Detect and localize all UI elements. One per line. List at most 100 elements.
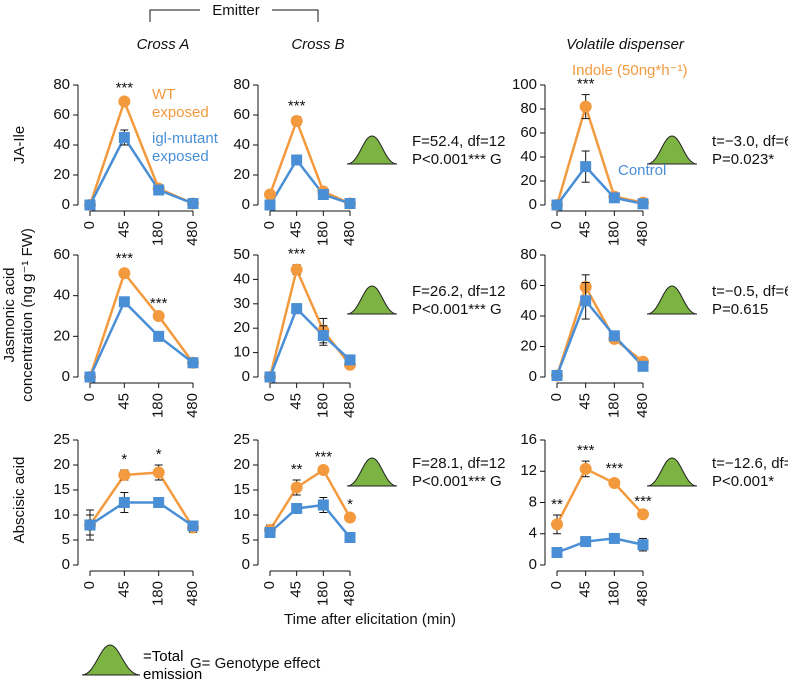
stats-text: t=−3.0, df=6 <box>712 133 788 150</box>
y-tick-label: 40 <box>53 136 70 153</box>
column-title: Cross B <box>291 36 344 53</box>
series-line <box>555 283 644 376</box>
y-tick-label: 0 <box>529 556 537 573</box>
y-tick-label: 0 <box>62 368 70 385</box>
y-tick-label: 30 <box>233 295 250 312</box>
y-tick-label: 10 <box>53 506 70 523</box>
emitter-label: Emitter <box>212 2 260 19</box>
x-tick-label: 45 <box>288 581 305 598</box>
emission-icon <box>346 285 398 315</box>
footnote-total: =Total emission <box>143 648 203 683</box>
y-tick-label: 40 <box>520 148 537 165</box>
emission-icon <box>346 135 398 165</box>
y-tick-label: 25 <box>53 431 70 448</box>
marker <box>187 520 199 532</box>
y-tick-label: 4 <box>529 525 537 542</box>
y-tick-label: 15 <box>233 481 250 498</box>
y-tick-label: 5 <box>242 531 250 548</box>
significance: *** <box>315 448 333 465</box>
marker <box>118 469 131 481</box>
marker <box>153 330 165 342</box>
legend-label: Indole (50ng*h⁻¹) <box>572 62 688 79</box>
x-tick-label: 180 <box>314 581 331 606</box>
marker <box>580 161 592 173</box>
marker <box>291 303 303 315</box>
significance: * <box>156 446 162 463</box>
y-tick-label: 80 <box>53 76 70 93</box>
y-tick-label: 10 <box>233 344 250 361</box>
x-tick-label: 180 <box>314 393 331 418</box>
marker <box>84 519 96 531</box>
significance: *** <box>288 246 306 263</box>
marker <box>153 184 165 196</box>
stats-text: P=0.023* <box>712 151 774 168</box>
stats-text: t=−0.5, df=6 <box>712 283 788 300</box>
series-line <box>268 468 352 531</box>
y-tick-label: 20 <box>53 456 70 473</box>
marker <box>264 199 276 211</box>
marker <box>637 198 649 210</box>
stats-text: P<0.001*** G <box>412 473 502 490</box>
marker <box>264 371 276 383</box>
x-tick-label: 45 <box>577 221 594 238</box>
y-tick-label: 0 <box>62 196 70 213</box>
significance: *** <box>577 442 595 459</box>
marker <box>84 371 96 383</box>
marker <box>264 188 276 201</box>
y-tick-label: 0 <box>242 368 250 385</box>
significance: *** <box>150 295 168 312</box>
series-line <box>89 501 194 528</box>
y-tick-label: 20 <box>520 172 537 189</box>
x-tick-label: 0 <box>548 581 565 589</box>
y-tick-label: 8 <box>529 493 537 510</box>
y-tick-label: 12 <box>520 462 537 479</box>
marker <box>152 466 165 479</box>
y-tick-label: 60 <box>53 246 70 263</box>
stats-text: P<0.001*** G <box>412 301 502 318</box>
legend-label: Control <box>618 162 667 179</box>
significance: *** <box>116 250 134 267</box>
marker <box>579 100 592 113</box>
y-tick-label: 100 <box>512 76 537 93</box>
x-tick-label: 480 <box>341 581 358 606</box>
x-tick-label: 180 <box>150 581 167 606</box>
y-tick-label: 50 <box>233 246 250 263</box>
x-tick-label: 180 <box>150 393 167 418</box>
y-tick-label: 0 <box>529 196 537 213</box>
y-tick-label: 20 <box>520 337 537 354</box>
y-tick-label: 0 <box>62 556 70 573</box>
series-line <box>556 537 644 554</box>
stats-text: F=26.2, df=12 <box>412 283 505 300</box>
marker <box>290 481 303 494</box>
marker <box>608 330 620 342</box>
series-line <box>268 157 351 206</box>
y-axis-label: JA-Ile <box>11 126 28 164</box>
x-tick-label: 0 <box>261 393 278 401</box>
marker <box>317 499 329 511</box>
y-tick-label: 0 <box>242 556 250 573</box>
emitter-bg <box>200 2 272 20</box>
marker <box>187 198 199 209</box>
legend-label: igl-mutant exposed <box>152 130 218 165</box>
column-title: Volatile dispenser <box>566 36 685 53</box>
y-axis-label: concentration (ng g⁻¹ FW) <box>19 228 36 402</box>
y-axis-label: Abscisic acid <box>11 457 28 544</box>
column-title: Cross A <box>137 36 190 53</box>
y-tick-label: 0 <box>529 368 537 385</box>
x-tick-label: 45 <box>288 221 305 238</box>
x-tick-label: 480 <box>184 393 201 418</box>
y-tick-label: 20 <box>53 166 70 183</box>
marker <box>344 511 356 524</box>
stats-text: P<0.001*** G <box>412 151 502 168</box>
y-tick-label: 80 <box>520 100 537 117</box>
marker <box>264 527 276 538</box>
y-tick-label: 20 <box>233 456 250 473</box>
marker <box>608 476 621 489</box>
marker <box>118 497 130 508</box>
stats-text: t=−12.6, df=6 <box>712 455 788 472</box>
emission-icon <box>646 285 698 315</box>
footnote-genotype: G= Genotype effect <box>190 655 321 672</box>
emission-icon <box>646 457 698 487</box>
